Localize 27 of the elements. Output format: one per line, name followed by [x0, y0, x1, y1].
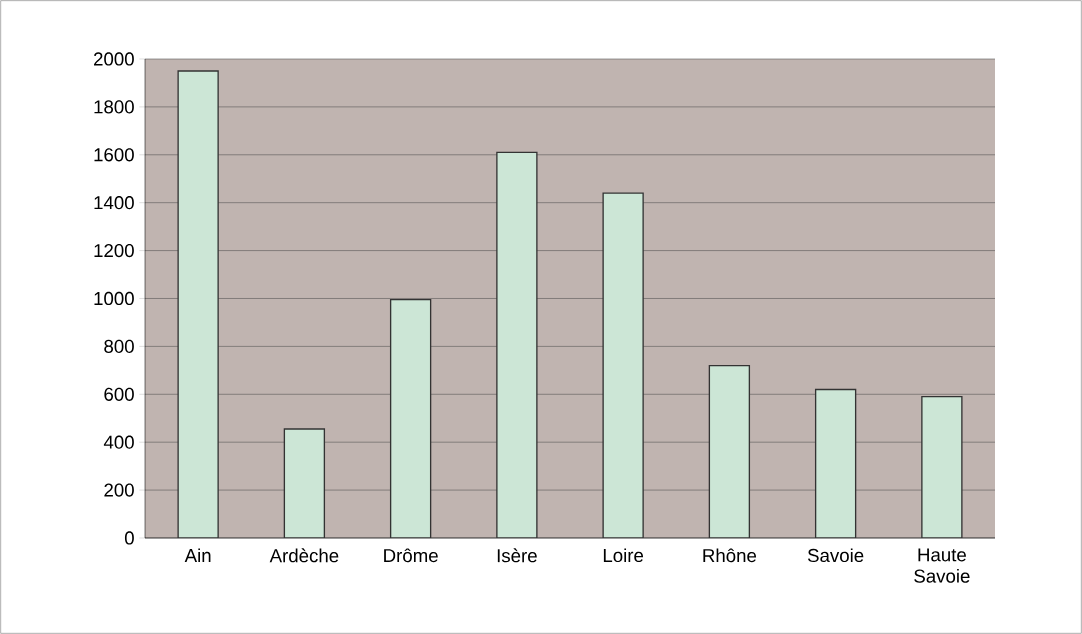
x-tick-label: Isère: [497, 548, 537, 563]
bar: [708, 364, 751, 538]
x-tick-label: Rhône: [703, 548, 757, 563]
x-tick-label: Ardèche: [269, 548, 339, 563]
bar: [496, 151, 538, 538]
x-tick-label: Drôme: [384, 548, 438, 563]
y-tick-label: 1400: [94, 196, 134, 210]
x-tick-label: Ain: [184, 548, 211, 562]
x-tick-label: Savoie: [807, 548, 864, 563]
y-tick-label: 800: [104, 339, 134, 353]
y-tick-label: 1800: [94, 100, 134, 114]
y-tick-label: 200: [104, 483, 134, 497]
y-tick-label: 0: [124, 531, 134, 545]
y-tick-label: 600: [104, 387, 134, 401]
y-tick-label: 400: [103, 435, 134, 449]
y-tick-label: 2000: [94, 52, 134, 66]
x-tick-label: Haute Savoie: [914, 548, 970, 583]
y-tick-label: 1000: [94, 291, 134, 306]
bar: [389, 299, 432, 538]
bar: [177, 70, 219, 538]
bar: [283, 428, 326, 538]
bar: [814, 388, 857, 538]
bar: [602, 192, 644, 538]
y-tick-label: 1200: [94, 243, 134, 258]
x-tick-label: Loire: [603, 548, 644, 563]
y-tick-label: 1600: [94, 148, 134, 162]
bar: [921, 396, 963, 538]
